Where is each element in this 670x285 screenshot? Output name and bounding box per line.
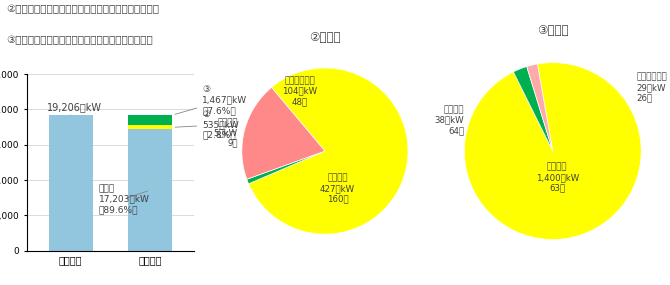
Text: ②
535万kW
（2.8%）: ② 535万kW （2.8%） (175, 110, 239, 140)
Text: ②登録した期待容量より小さい容量で応札した電源等: ②登録した期待容量より小さい容量で応札した電源等 (7, 4, 159, 14)
Title: ③の内訳: ③の内訳 (537, 24, 569, 37)
Text: ③期待容量は登録したものの応札しなかった電源等: ③期待容量は登録したものの応札しなかった電源等 (7, 36, 153, 46)
Wedge shape (247, 151, 325, 184)
Text: ③
1,467万kW
（7.6%）: ③ 1,467万kW （7.6%） (175, 85, 247, 115)
Bar (129, 125, 172, 129)
Wedge shape (242, 87, 325, 179)
Text: 発動指令電源
104万kW
48件: 発動指令電源 104万kW 48件 (283, 76, 318, 106)
Text: 変動電源
38万kW
64件: 変動電源 38万kW 64件 (435, 105, 464, 135)
Bar (129, 129, 172, 251)
Wedge shape (527, 64, 553, 151)
Wedge shape (513, 66, 553, 151)
Text: 発動指令電源
29万kW
26件: 発動指令電源 29万kW 26件 (636, 72, 667, 102)
Text: 安定電源
1,400万kW
63件: 安定電源 1,400万kW 63件 (535, 163, 579, 192)
Wedge shape (249, 68, 408, 234)
Wedge shape (464, 63, 641, 239)
Text: 応札量
17,203万kW
（89.6%）: 応札量 17,203万kW （89.6%） (98, 184, 149, 214)
Text: 変動電源
5万kW
9件: 変動電源 5万kW 9件 (214, 118, 238, 148)
Text: 19,206万kW: 19,206万kW (47, 102, 102, 115)
Text: 安定電源
427万kW
160件: 安定電源 427万kW 160件 (320, 174, 355, 203)
Bar (129, 115, 172, 125)
Title: ②の内訳: ②の内訳 (309, 31, 341, 44)
Bar (49, 115, 92, 251)
